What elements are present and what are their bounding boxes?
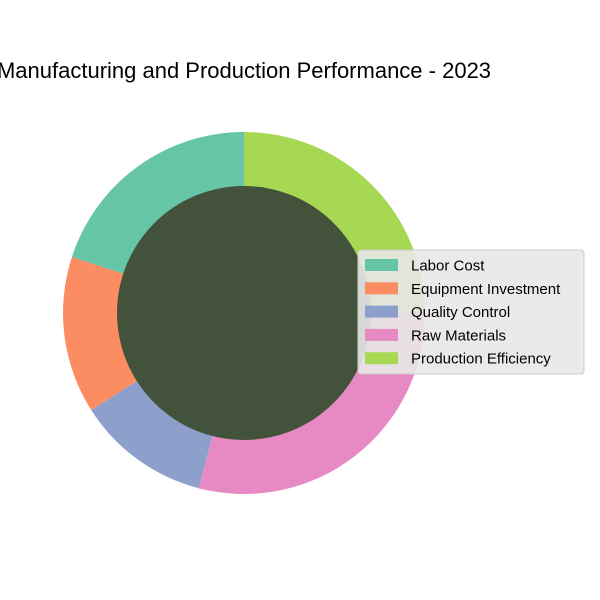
legend-swatch-equipment-investment <box>365 282 398 295</box>
legend-label-production-efficiency: Production Efficiency <box>411 351 551 368</box>
donut-center <box>117 186 371 440</box>
legend-label-raw-materials: Raw Materials <box>411 327 506 344</box>
legend-background <box>357 249 585 375</box>
legend-swatch-quality-control <box>365 305 398 318</box>
chart-title: Manufacturing and Production Performance… <box>0 58 491 83</box>
legend-swatch-raw-materials <box>365 328 398 341</box>
legend-swatch-production-efficiency <box>365 352 398 365</box>
legend: Labor Cost Equipment Investment Quality Co… <box>357 249 585 375</box>
legend-swatch-labor-cost <box>365 259 398 271</box>
legend-label-equipment-investment: Equipment Investment <box>411 281 561 298</box>
legend-label-labor-cost: Labor Cost <box>411 258 485 275</box>
legend-label-quality-control: Quality Control <box>411 304 510 321</box>
